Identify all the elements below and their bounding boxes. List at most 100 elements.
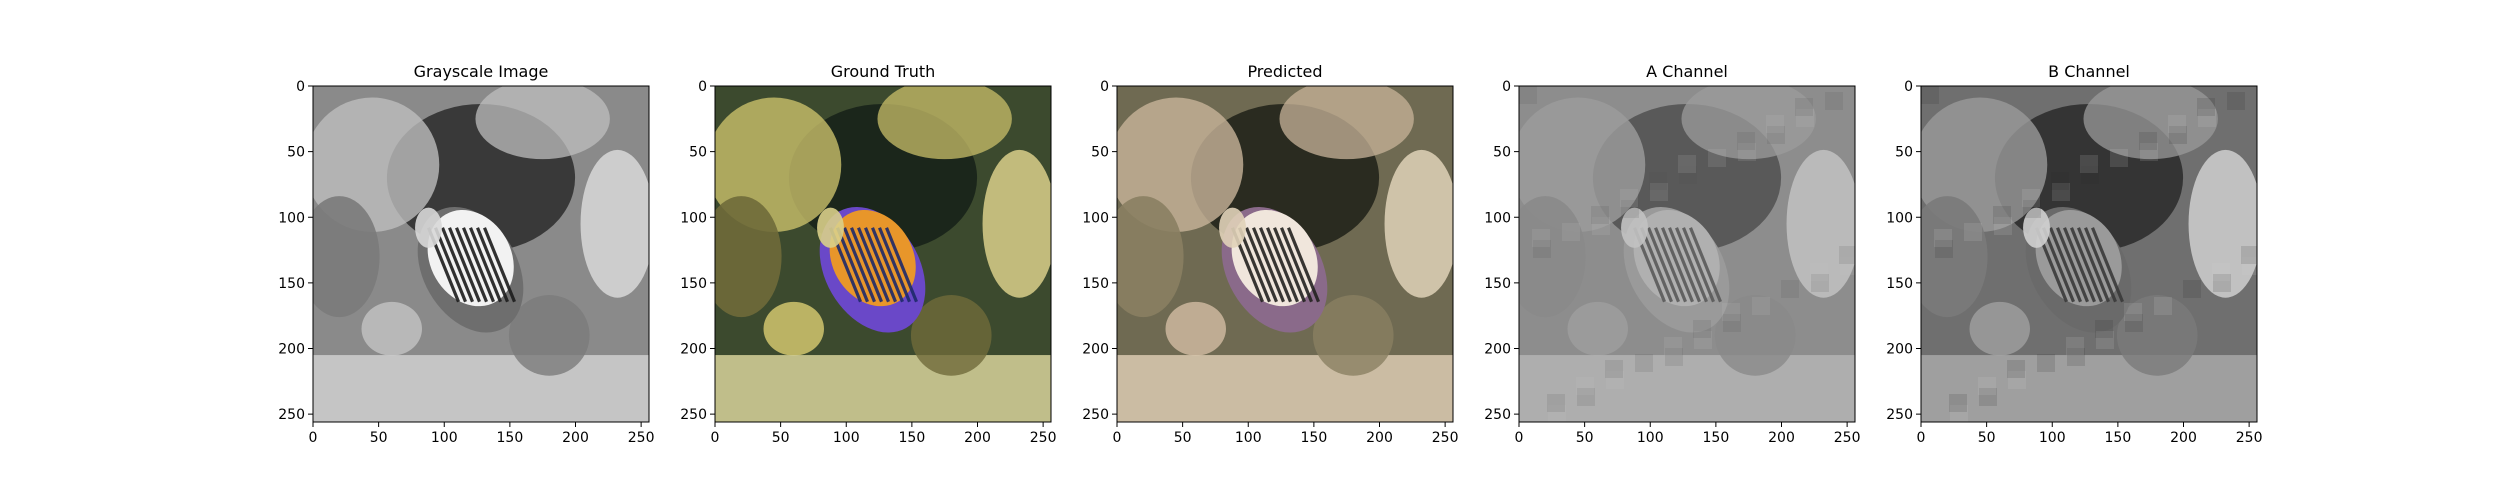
y-tick-label: 0 bbox=[296, 79, 305, 95]
y-tick: 0 bbox=[1904, 79, 1921, 95]
x-tick-label: 100 bbox=[833, 430, 860, 446]
x-tick: 200 bbox=[1768, 422, 1795, 446]
x-tick-label: 150 bbox=[497, 430, 524, 446]
x-tick-label: 100 bbox=[2039, 430, 2066, 446]
axes-frame bbox=[714, 85, 1052, 423]
x-tick: 0 bbox=[1515, 422, 1524, 446]
x-tick: 150 bbox=[2105, 422, 2131, 446]
y-tick-label: 50 bbox=[689, 145, 707, 161]
x-tick: 50 bbox=[1576, 422, 1594, 446]
y-tick-label: 50 bbox=[1895, 145, 1913, 161]
y-tick-label: 0 bbox=[698, 79, 707, 95]
y-tick-label: 150 bbox=[278, 276, 305, 292]
x-tick-label: 250 bbox=[2236, 430, 2263, 446]
y-tick: 250 bbox=[680, 407, 715, 423]
y-tick: 200 bbox=[1484, 342, 1519, 358]
y-tick: 50 bbox=[1091, 145, 1117, 161]
y-tick-label: 150 bbox=[1082, 276, 1109, 292]
x-tick-label: 150 bbox=[1301, 430, 1328, 446]
y-tick-label: 250 bbox=[1484, 407, 1511, 423]
x-tick-label: 0 bbox=[309, 430, 318, 446]
y-tick-label: 100 bbox=[1484, 210, 1511, 226]
y-tick: 150 bbox=[278, 276, 313, 292]
subplot-title: B Channel bbox=[2048, 62, 2130, 81]
x-tick: 100 bbox=[1235, 422, 1262, 446]
image-a-channel bbox=[1519, 86, 1855, 422]
y-tick: 250 bbox=[1484, 407, 1519, 423]
image-color bbox=[715, 86, 1051, 422]
y-tick: 200 bbox=[1886, 342, 1921, 358]
y-tick-label: 200 bbox=[1886, 342, 1913, 358]
x-tick: 250 bbox=[2236, 422, 2263, 446]
x-tick: 150 bbox=[899, 422, 926, 446]
x-tick: 250 bbox=[1030, 422, 1057, 446]
y-tick: 100 bbox=[278, 210, 313, 226]
x-tick-label: 150 bbox=[1703, 430, 1730, 446]
x-tick-label: 200 bbox=[964, 430, 991, 446]
y-tick-label: 250 bbox=[1886, 407, 1913, 423]
y-tick: 250 bbox=[1886, 407, 1921, 423]
y-tick-label: 0 bbox=[1100, 79, 1109, 95]
x-tick-label: 50 bbox=[1174, 430, 1192, 446]
x-tick-label: 50 bbox=[1576, 430, 1594, 446]
y-tick: 0 bbox=[1502, 79, 1519, 95]
x-tick: 150 bbox=[1301, 422, 1328, 446]
y-tick: 100 bbox=[1886, 210, 1921, 226]
x-tick-label: 200 bbox=[1768, 430, 1795, 446]
y-tick-label: 250 bbox=[680, 407, 707, 423]
y-tick: 200 bbox=[680, 342, 715, 358]
image-sepia bbox=[1117, 86, 1453, 422]
y-tick-label: 200 bbox=[278, 342, 305, 358]
y-tick-label: 200 bbox=[680, 342, 707, 358]
x-tick: 0 bbox=[711, 422, 720, 446]
image-grayscale bbox=[313, 86, 649, 422]
x-tick-label: 50 bbox=[772, 430, 790, 446]
y-tick: 100 bbox=[1082, 210, 1117, 226]
subplot-title: Ground Truth bbox=[831, 62, 936, 81]
x-tick: 150 bbox=[1703, 422, 1730, 446]
x-tick-label: 0 bbox=[1113, 430, 1122, 446]
y-tick-label: 250 bbox=[1082, 407, 1109, 423]
x-tick-label: 100 bbox=[1637, 430, 1664, 446]
x-tick: 100 bbox=[1637, 422, 1664, 446]
subplot-title: Grayscale Image bbox=[414, 62, 549, 81]
y-tick: 50 bbox=[689, 145, 715, 161]
x-tick: 200 bbox=[964, 422, 991, 446]
x-tick: 0 bbox=[1113, 422, 1122, 446]
y-tick-label: 150 bbox=[1484, 276, 1511, 292]
x-tick-label: 50 bbox=[1978, 430, 1996, 446]
y-tick: 250 bbox=[1082, 407, 1117, 423]
x-tick: 250 bbox=[1432, 422, 1459, 446]
y-tick-label: 100 bbox=[1886, 210, 1913, 226]
y-tick-label: 0 bbox=[1904, 79, 1913, 95]
axes-frame bbox=[1920, 85, 2258, 423]
x-tick-label: 250 bbox=[1432, 430, 1459, 446]
y-tick-label: 50 bbox=[287, 145, 305, 161]
x-tick-label: 250 bbox=[1030, 430, 1057, 446]
x-tick: 0 bbox=[1917, 422, 1925, 446]
y-tick: 0 bbox=[1100, 79, 1117, 95]
x-tick: 150 bbox=[497, 422, 524, 446]
x-tick: 200 bbox=[1366, 422, 1393, 446]
y-tick-label: 150 bbox=[680, 276, 707, 292]
y-tick: 0 bbox=[296, 79, 313, 95]
x-tick-label: 150 bbox=[899, 430, 926, 446]
x-tick-label: 0 bbox=[711, 430, 720, 446]
axes-frame bbox=[1518, 85, 1856, 423]
x-tick: 250 bbox=[628, 422, 654, 446]
subplot-title: Predicted bbox=[1247, 62, 1322, 81]
axes-frame bbox=[1116, 85, 1454, 423]
x-tick: 250 bbox=[1834, 422, 1860, 446]
x-tick-label: 200 bbox=[562, 430, 589, 446]
x-tick-label: 0 bbox=[1515, 430, 1524, 446]
y-tick: 150 bbox=[1886, 276, 1921, 292]
y-tick: 200 bbox=[1082, 342, 1117, 358]
y-tick-label: 100 bbox=[1082, 210, 1109, 226]
y-tick-label: 50 bbox=[1493, 145, 1511, 161]
